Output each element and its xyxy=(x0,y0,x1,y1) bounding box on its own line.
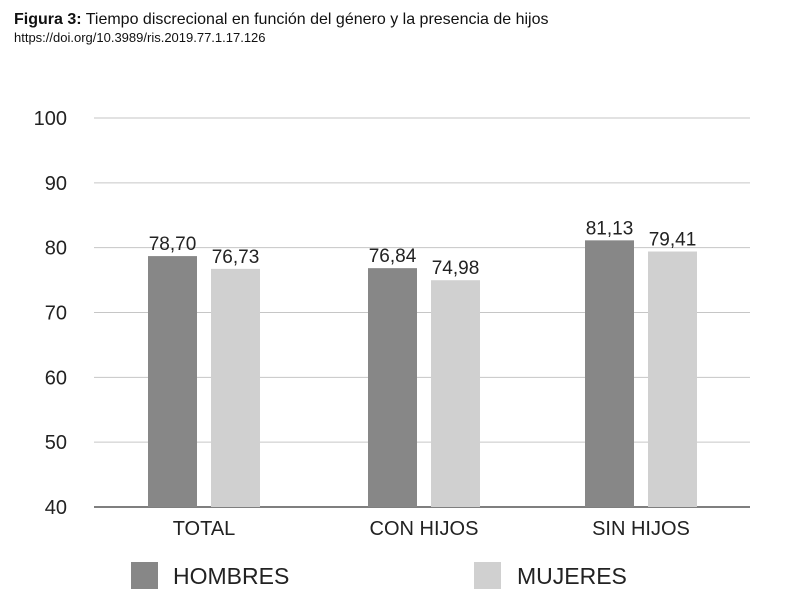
bar-hombres-total xyxy=(148,256,197,507)
bar-hombres-sin-hijos xyxy=(585,240,634,507)
y-tick-label: 60 xyxy=(45,367,67,389)
y-tick-label: 50 xyxy=(45,432,67,454)
bar-mujeres-con-hijos xyxy=(431,280,480,507)
y-tick-label: 80 xyxy=(45,238,67,260)
bar-hombres-con-hijos xyxy=(368,268,417,507)
data-label: 81,13 xyxy=(586,218,634,239)
legend-label-hombres: HOMBRES xyxy=(173,563,289,589)
y-tick-label: 40 xyxy=(45,497,67,519)
bar-mujeres-sin-hijos xyxy=(648,251,697,507)
y-tick-label: 100 xyxy=(34,108,67,130)
data-label: 78,70 xyxy=(149,234,197,255)
figure-title: Figura 3: Tiempo discrecional en función… xyxy=(14,10,794,30)
legend-swatch-mujeres xyxy=(474,562,501,589)
figure-doi: https://doi.org/10.3989/ris.2019.77.1.17… xyxy=(14,30,266,45)
figure-label: Figura 3: xyxy=(14,11,82,28)
x-category-label: CON HIJOS xyxy=(370,518,479,540)
y-tick-label: 90 xyxy=(45,173,67,195)
data-label: 76,84 xyxy=(369,246,417,267)
data-label: 74,98 xyxy=(432,258,480,279)
data-label: 79,41 xyxy=(649,229,697,250)
bar-mujeres-total xyxy=(211,268,260,507)
x-category-label: SIN HIJOS xyxy=(592,518,690,540)
y-tick-label: 70 xyxy=(45,303,67,325)
x-category-label: TOTAL xyxy=(173,518,236,540)
figure-header: Figura 3: Tiempo discrecional en función… xyxy=(14,10,794,46)
figure-title-text: Tiempo discrecional en función del géner… xyxy=(85,11,549,28)
legend-swatch-hombres xyxy=(131,562,158,589)
legend-label-mujeres: MUJERES xyxy=(517,563,627,589)
data-label: 76,73 xyxy=(212,247,260,268)
